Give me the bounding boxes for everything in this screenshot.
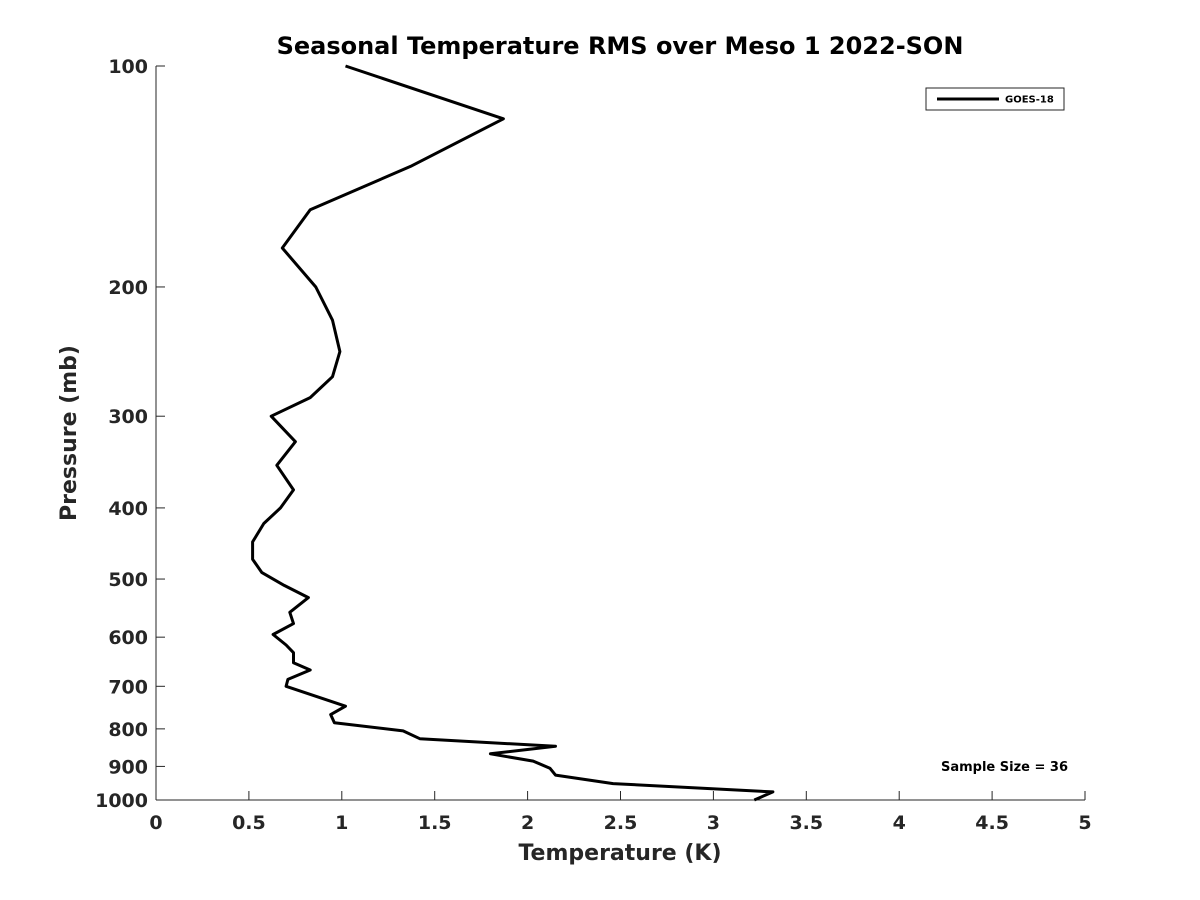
y-axis-label: Pressure (mb) <box>57 345 82 521</box>
x-ticks: 0 0.5 1 1.5 2 2.5 3 3.5 4 4.5 5 <box>149 791 1092 834</box>
y-tick-label: 500 <box>108 569 148 591</box>
legend: GOES-18 <box>925 87 1065 111</box>
y-tick-label: 900 <box>108 756 148 778</box>
y-tick-label: 800 <box>108 719 148 741</box>
y-tick-label: 200 <box>108 277 148 299</box>
x-tick-label: 1 <box>335 812 348 834</box>
y-tick-label: 600 <box>108 627 148 649</box>
y-tick-label: 1000 <box>95 790 148 812</box>
chart-title: Seasonal Temperature RMS over Meso 1 202… <box>277 32 964 60</box>
x-tick-label: 5 <box>1078 812 1091 834</box>
x-tick-label: 4.5 <box>975 812 1009 834</box>
x-tick-label: 2.5 <box>604 812 638 834</box>
x-tick-label: 2 <box>521 812 534 834</box>
x-tick-label: 1.5 <box>418 812 452 834</box>
y-tick-label: 400 <box>108 498 148 520</box>
sample-size-annotation: Sample Size = 36 <box>941 760 1068 775</box>
legend-label-goes-18: GOES-18 <box>1005 95 1054 106</box>
series-line-goes-18 <box>251 64 775 802</box>
y-tick-label: 300 <box>108 406 148 428</box>
x-tick-label: 3.5 <box>789 812 823 834</box>
y-tick-label: 100 <box>108 56 148 78</box>
x-axis-label: Temperature (K) <box>518 841 721 866</box>
x-tick-label: 0 <box>149 812 162 834</box>
y-tick-label: 700 <box>108 676 148 698</box>
series-layer <box>251 64 775 802</box>
x-tick-label: 4 <box>893 812 906 834</box>
x-tick-label: 3 <box>707 812 720 834</box>
y-ticks: 100 200 300 400 500 600 700 800 900 1000 <box>95 56 165 812</box>
x-tick-label: 0.5 <box>232 812 266 834</box>
